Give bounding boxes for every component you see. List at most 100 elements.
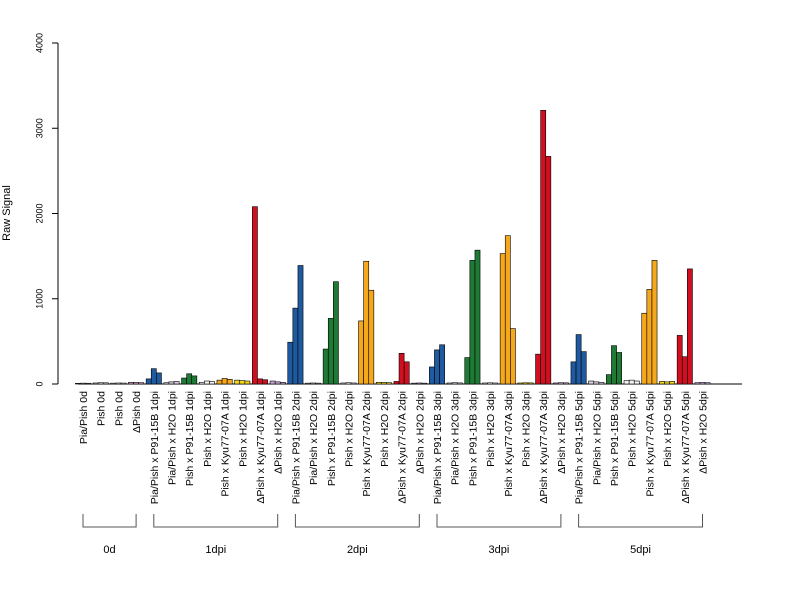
bar — [128, 381, 134, 385]
bar — [292, 307, 299, 385]
x-tick-label: ΔPish x H2O 5dpi — [698, 391, 710, 474]
bar — [163, 382, 170, 385]
group-label: 3dpi — [489, 544, 510, 556]
bar — [628, 379, 635, 385]
group-label: 1dpi — [205, 544, 226, 556]
x-tick-label: Pish 0d — [113, 391, 125, 426]
bar — [411, 382, 418, 385]
bar — [487, 382, 493, 385]
bars — [75, 110, 711, 385]
bar — [499, 253, 506, 385]
x-tick-label: Pish x Kyu77-07A 1dpi — [220, 391, 232, 497]
x-tick-label: Pia/Pish x P91-15B 2dpi — [290, 391, 302, 504]
bar — [439, 344, 445, 385]
x-tick-label: ΔPish x Kyu77-07A 3dpi — [538, 391, 550, 504]
bar — [540, 110, 547, 385]
bar — [145, 378, 152, 385]
bar — [451, 382, 458, 385]
bar — [333, 281, 339, 385]
bar — [97, 382, 104, 385]
bar — [464, 357, 471, 385]
x-tick-label: ΔPish x Kyu77-07A 2dpi — [397, 391, 409, 504]
bar — [704, 382, 711, 385]
x-tick-label: Pish 0d — [96, 391, 108, 426]
bar — [191, 375, 198, 385]
y-axis: 0 1000 2000 3000 4000 — [34, 33, 59, 387]
bar — [651, 260, 658, 385]
bar — [327, 318, 334, 385]
bar — [375, 381, 382, 385]
bar — [252, 206, 258, 385]
bar — [393, 381, 400, 385]
x-tick-label: Pish x Kyu77-07A 2dpi — [361, 391, 373, 497]
bar — [297, 265, 304, 385]
x-tick-label: Pish x Kyu77-07A 3dpi — [503, 391, 515, 497]
group-bracket — [82, 514, 137, 528]
bar — [421, 382, 428, 385]
bar — [386, 382, 392, 385]
bar — [398, 353, 405, 385]
bar — [510, 328, 516, 385]
bar — [204, 380, 210, 385]
bar — [315, 382, 322, 385]
group-label: 2dpi — [347, 544, 368, 556]
bar — [694, 382, 701, 385]
bar — [150, 368, 157, 385]
x-tick-label: Pish x P91-15B 1dpi — [184, 391, 196, 486]
y-axis-label: Raw Signal — [1, 185, 13, 241]
bar — [598, 381, 605, 385]
bar — [646, 289, 653, 385]
bar — [216, 379, 223, 385]
x-tick-label: Pish x H2O 1dpi — [237, 391, 249, 467]
bar — [593, 381, 600, 385]
x-tick-label: Pia/Pish x H2O 3dpi — [450, 391, 462, 485]
group-bracket — [294, 514, 420, 528]
bar — [92, 382, 99, 385]
x-tick-label: Pish x H2O 1dpi — [202, 391, 214, 467]
x-tick-label: ΔPish x H2O 2dpi — [414, 391, 426, 474]
bar — [368, 289, 375, 385]
x-tick-label: Pish x P91-15B 2dpi — [326, 391, 338, 486]
bar — [80, 382, 86, 385]
bar — [641, 312, 648, 385]
group-brackets: 0d 1dpi 2dpi 3dpi 5dpi — [82, 514, 703, 556]
bar — [482, 382, 488, 385]
x-tick-label: Pish x H2O 2dpi — [379, 391, 391, 467]
bar — [492, 382, 499, 385]
x-tick-label: ΔPish x H2O 1dpi — [273, 391, 285, 474]
bar — [244, 380, 251, 385]
bar — [535, 353, 541, 385]
bar — [274, 381, 281, 385]
bar — [517, 382, 524, 385]
group-label: 0d — [103, 544, 115, 556]
x-tick-label: Pia/Pish x P91-15B 5dpi — [574, 391, 586, 504]
bar — [381, 382, 387, 385]
bar — [669, 381, 676, 385]
bar — [552, 382, 559, 385]
bar — [234, 379, 241, 385]
bar — [633, 380, 640, 385]
bar — [434, 349, 440, 385]
group-label: 5dpi — [630, 544, 651, 556]
bar — [262, 379, 268, 385]
group-bracket — [578, 514, 703, 528]
x-tick-label: ΔPish 0d — [131, 391, 143, 433]
bar — [563, 382, 569, 385]
x-tick-label: Pish x P91-15B 5dpi — [609, 391, 621, 486]
bar — [416, 382, 423, 385]
bar — [616, 352, 622, 385]
x-tick-label: Pia/Pish x P91-15B 1dpi — [149, 391, 161, 504]
bar — [664, 381, 670, 385]
bar — [102, 382, 109, 385]
bar — [527, 382, 534, 385]
bar — [173, 381, 180, 385]
bar — [363, 260, 370, 385]
x-tick-label: Pish x H2O 2dpi — [344, 391, 356, 467]
bar — [575, 334, 582, 385]
bar — [623, 380, 630, 385]
bar — [226, 379, 233, 385]
bar — [659, 381, 665, 385]
bar — [257, 378, 263, 385]
bar — [358, 320, 364, 385]
bar — [156, 372, 162, 385]
